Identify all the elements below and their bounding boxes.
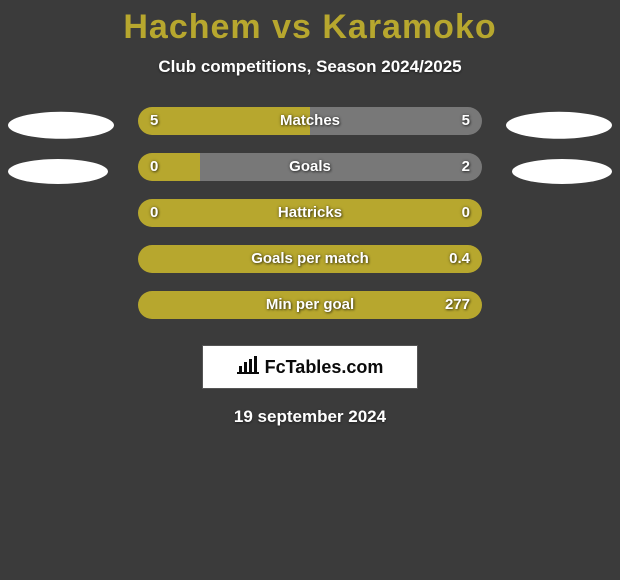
stat-bar-track: 0 Hattricks 0 (138, 199, 482, 227)
stat-bar-track: 0 Goals 2 (138, 153, 482, 181)
bar-chart-icon (237, 356, 259, 379)
branding-text: FcTables.com (265, 357, 384, 378)
stat-label: Min per goal (138, 291, 482, 319)
stat-value-right: 0.4 (449, 245, 470, 273)
stat-rows: 5 Matches 5 0 Goals 2 0 Hattricks (0, 105, 620, 335)
snapshot-date: 19 september 2024 (0, 407, 620, 427)
comparison-title: Hachem vs Karamoko (0, 8, 620, 47)
stat-row-min-per-goal: Min per goal 277 (0, 289, 620, 335)
stat-value-right: 2 (462, 153, 470, 181)
player-right-ellipse (506, 112, 612, 139)
stat-bar-track: Goals per match 0.4 (138, 245, 482, 273)
stat-label: Goals per match (138, 245, 482, 273)
player-left-ellipse (8, 159, 108, 184)
comparison-card: Hachem vs Karamoko Club competitions, Se… (0, 0, 620, 427)
branding-box[interactable]: FcTables.com (202, 345, 418, 389)
stat-label: Hattricks (138, 199, 482, 227)
comparison-subtitle: Club competitions, Season 2024/2025 (0, 57, 620, 77)
player-left-ellipse (8, 112, 114, 139)
stat-row-hattricks: 0 Hattricks 0 (0, 197, 620, 243)
stat-row-goals-per-match: Goals per match 0.4 (0, 243, 620, 289)
stat-row-goals: 0 Goals 2 (0, 151, 620, 197)
stat-row-matches: 5 Matches 5 (0, 105, 620, 151)
stat-label: Goals (138, 153, 482, 181)
stat-label: Matches (138, 107, 482, 135)
stat-value-right: 5 (462, 107, 470, 135)
stat-bar-track: 5 Matches 5 (138, 107, 482, 135)
player-right-ellipse (512, 159, 612, 184)
stat-bar-track: Min per goal 277 (138, 291, 482, 319)
stat-value-right: 277 (445, 291, 470, 319)
stat-value-right: 0 (462, 199, 470, 227)
